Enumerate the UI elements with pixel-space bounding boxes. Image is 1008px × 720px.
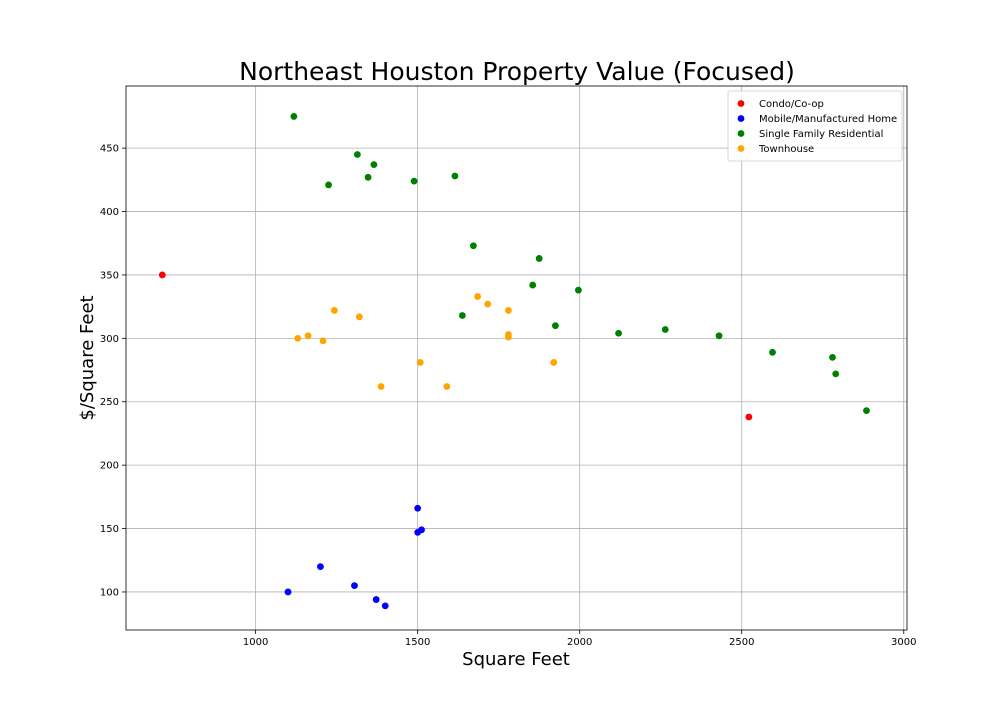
data-point [377, 383, 385, 390]
data-point [416, 359, 424, 366]
y-tick-label: 450 [100, 144, 119, 155]
legend-marker [737, 145, 745, 152]
data-point [370, 161, 378, 169]
chart-title: Northeast Houston Property Value (Focuse… [239, 57, 795, 86]
y-tick-label: 250 [100, 397, 119, 408]
data-point [372, 596, 380, 603]
legend-marker [737, 100, 745, 107]
data-point [469, 242, 477, 250]
data-point [504, 333, 512, 341]
data-point [504, 307, 512, 314]
y-axis-label: $/Square Feet [77, 295, 98, 420]
data-point [355, 313, 363, 321]
data-point [661, 326, 669, 333]
data-point [330, 307, 338, 314]
data-point [290, 113, 298, 120]
data-point [353, 151, 361, 158]
data-point [863, 407, 870, 415]
data-point [418, 526, 425, 534]
data-points [158, 113, 870, 610]
x-tick-label: 3000 [891, 637, 916, 648]
y-tick-label: 100 [100, 587, 119, 598]
data-point [364, 173, 372, 181]
axes-frame [125, 85, 908, 631]
data-point [832, 370, 840, 378]
data-point [410, 177, 418, 185]
data-point [319, 337, 327, 345]
data-point [294, 334, 302, 342]
x-tick-label: 1500 [405, 637, 430, 648]
data-point [484, 300, 492, 308]
legend: Condo/Co-op Mobile/Manufactured Home Singl… [727, 90, 903, 162]
legend-entry: Mobile/Manufactured Home [759, 114, 897, 125]
data-point [284, 588, 292, 596]
data-point [158, 271, 166, 279]
legend-entry: Single Family Residential [759, 129, 883, 140]
x-tick-label: 1000 [243, 637, 268, 648]
x-tick-label: 2500 [729, 637, 754, 648]
data-point [325, 181, 332, 189]
data-point [381, 602, 389, 610]
y-tick-label: 150 [100, 524, 119, 535]
data-point [304, 332, 312, 340]
legend-marker [737, 130, 745, 137]
data-point [829, 353, 836, 361]
data-point [551, 322, 559, 330]
y-tick-label: 350 [100, 270, 119, 281]
data-point [745, 413, 753, 421]
data-point [769, 348, 776, 356]
data-point [414, 504, 422, 512]
data-point [715, 332, 723, 340]
data-point [535, 255, 543, 262]
x-axis-label: Square Feet [462, 649, 570, 670]
axis-ticks: 1000 1500 2000 2500 3000 100 150 200 250 300 350 40… [100, 144, 917, 648]
data-point [529, 281, 537, 289]
data-point [443, 383, 451, 390]
data-point [615, 329, 622, 337]
y-tick-label: 200 [100, 461, 119, 472]
legend-marker [737, 115, 745, 122]
y-tick-label: 300 [100, 334, 119, 345]
data-point [474, 293, 482, 300]
legend-entry: Condo/Co-op [759, 99, 824, 110]
y-tick-label: 400 [100, 207, 119, 218]
data-point [451, 172, 459, 180]
grid [126, 86, 907, 630]
data-point [574, 286, 582, 294]
data-point [550, 359, 558, 366]
legend-box [727, 90, 903, 162]
data-point [458, 312, 466, 319]
legend-entry: Townhouse [758, 144, 814, 155]
data-point [351, 582, 358, 590]
data-point [317, 563, 324, 570]
x-tick-label: 2000 [567, 637, 592, 648]
